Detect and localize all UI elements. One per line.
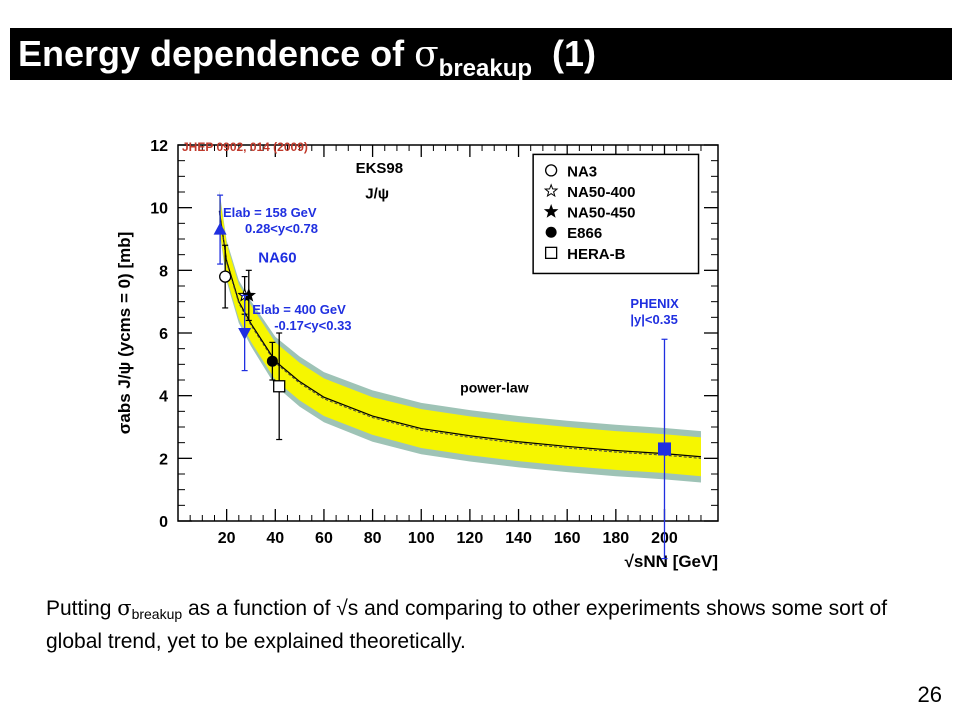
- y-tick-label: 8: [159, 263, 168, 280]
- x-tick-label: 180: [602, 530, 629, 547]
- annotation-na60: NA60: [258, 250, 296, 267]
- x-tick-label: 120: [457, 530, 484, 547]
- legend-marker-1: [543, 183, 559, 198]
- y-tick-label: 6: [159, 326, 168, 343]
- reference-label: JHEP 0902, 014 (2009): [182, 140, 308, 154]
- legend-label: NA50-400: [567, 184, 635, 201]
- title-suffix: (1): [552, 33, 597, 74]
- legend-label: E866: [567, 225, 602, 242]
- x-axis-label: √sNN [GeV]: [625, 552, 718, 571]
- model-label-eks98: EKS98: [356, 160, 404, 177]
- point-hera-b: [273, 380, 286, 393]
- model-label-jpsi: J/ψ: [365, 185, 389, 202]
- legend-label: HERA-B: [567, 246, 625, 263]
- title-prefix: Energy dependence of: [18, 33, 415, 74]
- annotation-400gev-sub: -0.17<y<0.33: [274, 318, 351, 333]
- annotation-phenix: PHENIX: [630, 296, 679, 311]
- body-sigma: σ: [117, 596, 132, 620]
- fit-curve: [218, 210, 702, 458]
- legend-label: NA3: [567, 163, 597, 180]
- x-tick-label: 80: [364, 530, 382, 547]
- y-tick-label: 0: [159, 514, 168, 531]
- x-tick-label: 20: [218, 530, 236, 547]
- body-subscript: breakup: [131, 606, 183, 622]
- y-tick-label: 4: [159, 389, 168, 406]
- fit-band-inner: [219, 193, 701, 477]
- legend-marker-3: [545, 226, 557, 238]
- slide-title: Energy dependence of σbreakup (1): [18, 33, 597, 81]
- point-na50-450: [241, 287, 257, 302]
- legend-label: NA50-450: [567, 205, 635, 222]
- y-tick-label: 2: [159, 451, 168, 468]
- fit-label: power-law: [460, 380, 529, 396]
- x-tick-label: 60: [315, 530, 333, 547]
- point-na3: [219, 270, 232, 283]
- point-na60-158-gev: [213, 222, 227, 235]
- point-phenix: [657, 442, 671, 456]
- legend-marker-0: [544, 164, 558, 177]
- x-tick-label: 160: [554, 530, 581, 547]
- title-bar: Energy dependence of σbreakup (1): [10, 28, 952, 80]
- title-subscript: breakup: [438, 55, 533, 80]
- body-text: Putting σbreakup as a function of √s and…: [46, 594, 926, 656]
- annotation-400gev: Elab = 400 GeV: [252, 302, 346, 317]
- point-e866: [266, 355, 278, 367]
- y-axis-label: σabs J/ψ (ycms = 0) [mb]: [115, 232, 134, 435]
- chart: 0 2 4 6 8 10 12 20 40 60 80 100 120 140 160 180 200 √sNN …: [110, 125, 730, 580]
- body-part1: Putting: [46, 597, 118, 620]
- annotation-158gev-sub: 0.28<y<0.78: [245, 221, 318, 236]
- legend-box: [532, 153, 700, 275]
- y-tick-label: 12: [150, 138, 168, 155]
- page-number: 26: [917, 682, 942, 707]
- sigma-symbol: σ: [414, 34, 439, 75]
- x-tick-label: 140: [505, 530, 532, 547]
- annotation-phenix-sub: |y|<0.35: [630, 312, 677, 327]
- body-part2: as a function of √s and comparing to oth…: [46, 597, 888, 653]
- legend-marker-4: [544, 246, 558, 260]
- x-tick-label: 40: [266, 530, 284, 547]
- x-tick-label: 100: [408, 530, 435, 547]
- legend-marker-2: [543, 203, 559, 218]
- point-na60-400-gev: [238, 328, 252, 340]
- y-tick-label: 10: [150, 201, 168, 218]
- annotation-158gev: Elab = 158 GeV: [223, 205, 317, 220]
- fit-curve-dashed: [218, 212, 702, 459]
